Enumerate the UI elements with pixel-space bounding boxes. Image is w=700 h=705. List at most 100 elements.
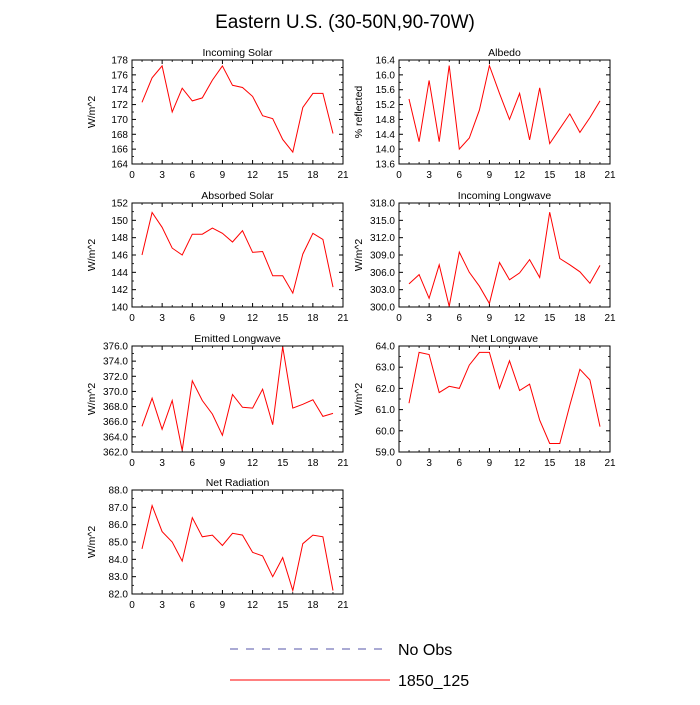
y-tick-label: 140	[111, 303, 128, 314]
x-tick-label: 6	[457, 313, 463, 324]
y-tick-label: 368.0	[103, 402, 128, 413]
x-tick-label: 18	[307, 600, 319, 611]
y-tick-label: 87.0	[109, 503, 129, 514]
y-axis-label: W/m^2	[86, 239, 98, 272]
x-tick-label: 21	[337, 458, 349, 469]
y-tick-label: 318.0	[370, 199, 395, 210]
legend: No Obs 1850_125	[230, 642, 469, 690]
x-tick-label: 21	[604, 313, 616, 324]
x-tick-label: 21	[604, 170, 616, 181]
plot-frame	[398, 59, 611, 165]
series-line-1850_125	[408, 212, 601, 307]
y-tick-label: 370.0	[103, 387, 128, 398]
x-tick-label: 3	[159, 170, 165, 181]
x-tick-label: 3	[159, 458, 165, 469]
x-tick-label: 21	[337, 313, 349, 324]
x-tick-label: 9	[220, 170, 226, 181]
y-tick-label: 374.0	[103, 357, 128, 368]
x-tick-label: 0	[129, 458, 135, 469]
plot-frame	[131, 489, 344, 595]
y-tick-label: 88.0	[109, 486, 129, 497]
panel-title: Incoming Solar	[202, 47, 273, 59]
y-tick-label: 364.0	[103, 432, 128, 443]
panel-net-radiation: Net Radiation W/m^2 0 3 6 9 12 15 18 21 82.0 83.0 84…	[86, 477, 349, 611]
x-tick-label: 0	[129, 170, 135, 181]
panel-title: Incoming Longwave	[458, 190, 552, 202]
y-tick-label: 61.0	[376, 405, 396, 416]
y-tick-label: 59.0	[376, 448, 396, 459]
x-tick-label: 3	[159, 313, 165, 324]
x-tick-label: 9	[487, 458, 493, 469]
x-tick-label: 15	[544, 313, 556, 324]
y-tick-label: 362.0	[103, 448, 128, 459]
series-line-1850_125	[141, 503, 334, 593]
x-tick-label: 12	[514, 170, 526, 181]
y-tick-label: 62.0	[376, 384, 396, 395]
x-tick-label: 12	[247, 313, 259, 324]
x-tick-label: 15	[277, 170, 289, 181]
x-tick-label: 3	[159, 600, 165, 611]
y-tick-label: 13.6	[376, 160, 396, 171]
y-tick-label: 146	[111, 251, 128, 262]
y-tick-label: 168	[111, 130, 128, 141]
x-tick-label: 3	[426, 170, 432, 181]
y-tick-label: 366.0	[103, 417, 128, 428]
series-line-1850_125	[408, 63, 601, 151]
y-tick-label: 303.0	[370, 285, 395, 296]
x-tick-label: 9	[220, 458, 226, 469]
x-tick-label: 12	[247, 170, 259, 181]
y-tick-label: 372.0	[103, 372, 128, 383]
panel-title: Net Longwave	[471, 333, 538, 345]
x-tick-label: 9	[487, 313, 493, 324]
panel-net-longwave: Net Longwave W/m^2 0 3 6 9 12 15 18 21 59.0 60.0 61.…	[353, 333, 616, 469]
y-tick-label: 315.0	[370, 216, 395, 227]
panel-title: Emitted Longwave	[194, 333, 281, 345]
legend-label: No Obs	[398, 642, 452, 659]
y-tick-label: 309.0	[370, 251, 395, 262]
x-tick-label: 3	[426, 313, 432, 324]
y-tick-label: 164	[111, 160, 128, 171]
x-tick-label: 0	[396, 458, 402, 469]
y-axis-label: W/m^2	[353, 239, 365, 272]
y-tick-label: 144	[111, 268, 128, 279]
y-tick-label: 170	[111, 115, 128, 126]
x-tick-label: 3	[426, 458, 432, 469]
panel-title: Absorbed Solar	[201, 190, 274, 202]
y-tick-label: 82.0	[109, 590, 129, 601]
y-tick-label: 14.8	[376, 115, 396, 126]
panel-title: Albedo	[488, 47, 521, 59]
y-tick-label: 15.2	[376, 100, 396, 111]
x-tick-label: 6	[190, 600, 196, 611]
series-line-1850_125	[141, 64, 334, 154]
y-tick-label: 166	[111, 145, 128, 156]
x-tick-label: 15	[277, 313, 289, 324]
x-tick-label: 12	[514, 313, 526, 324]
y-tick-label: 84.0	[109, 555, 129, 566]
panel-title: Net Radiation	[206, 477, 270, 489]
x-tick-label: 0	[129, 600, 135, 611]
y-tick-label: 312.0	[370, 233, 395, 244]
x-tick-label: 18	[574, 313, 586, 324]
y-tick-label: 142	[111, 285, 128, 296]
x-tick-label: 21	[337, 170, 349, 181]
panel-albedo: Albedo % reflected 0 3 6 9 12 15 18 21 13.6 14.0 14.…	[353, 47, 616, 181]
y-tick-label: 300.0	[370, 303, 395, 314]
series-line-1850_125	[141, 211, 334, 295]
y-tick-label: 152	[111, 199, 128, 210]
y-axis-label: % reflected	[353, 86, 365, 139]
x-tick-label: 6	[190, 313, 196, 324]
y-tick-label: 14.4	[376, 130, 396, 141]
x-tick-label: 15	[277, 458, 289, 469]
y-axis-label: W/m^2	[86, 526, 98, 559]
y-tick-label: 172	[111, 100, 128, 111]
x-tick-label: 15	[277, 600, 289, 611]
x-tick-label: 18	[307, 313, 319, 324]
y-axis-label: W/m^2	[353, 383, 365, 416]
x-tick-label: 12	[247, 458, 259, 469]
plot-frame	[131, 202, 344, 308]
y-tick-label: 14.0	[376, 145, 396, 156]
y-tick-label: 174	[111, 85, 128, 96]
x-tick-label: 6	[190, 170, 196, 181]
panel-incoming-longwave: Incoming Longwave W/m^2 0 3 6 9 12 15 18 21 300.0 3…	[353, 190, 616, 324]
